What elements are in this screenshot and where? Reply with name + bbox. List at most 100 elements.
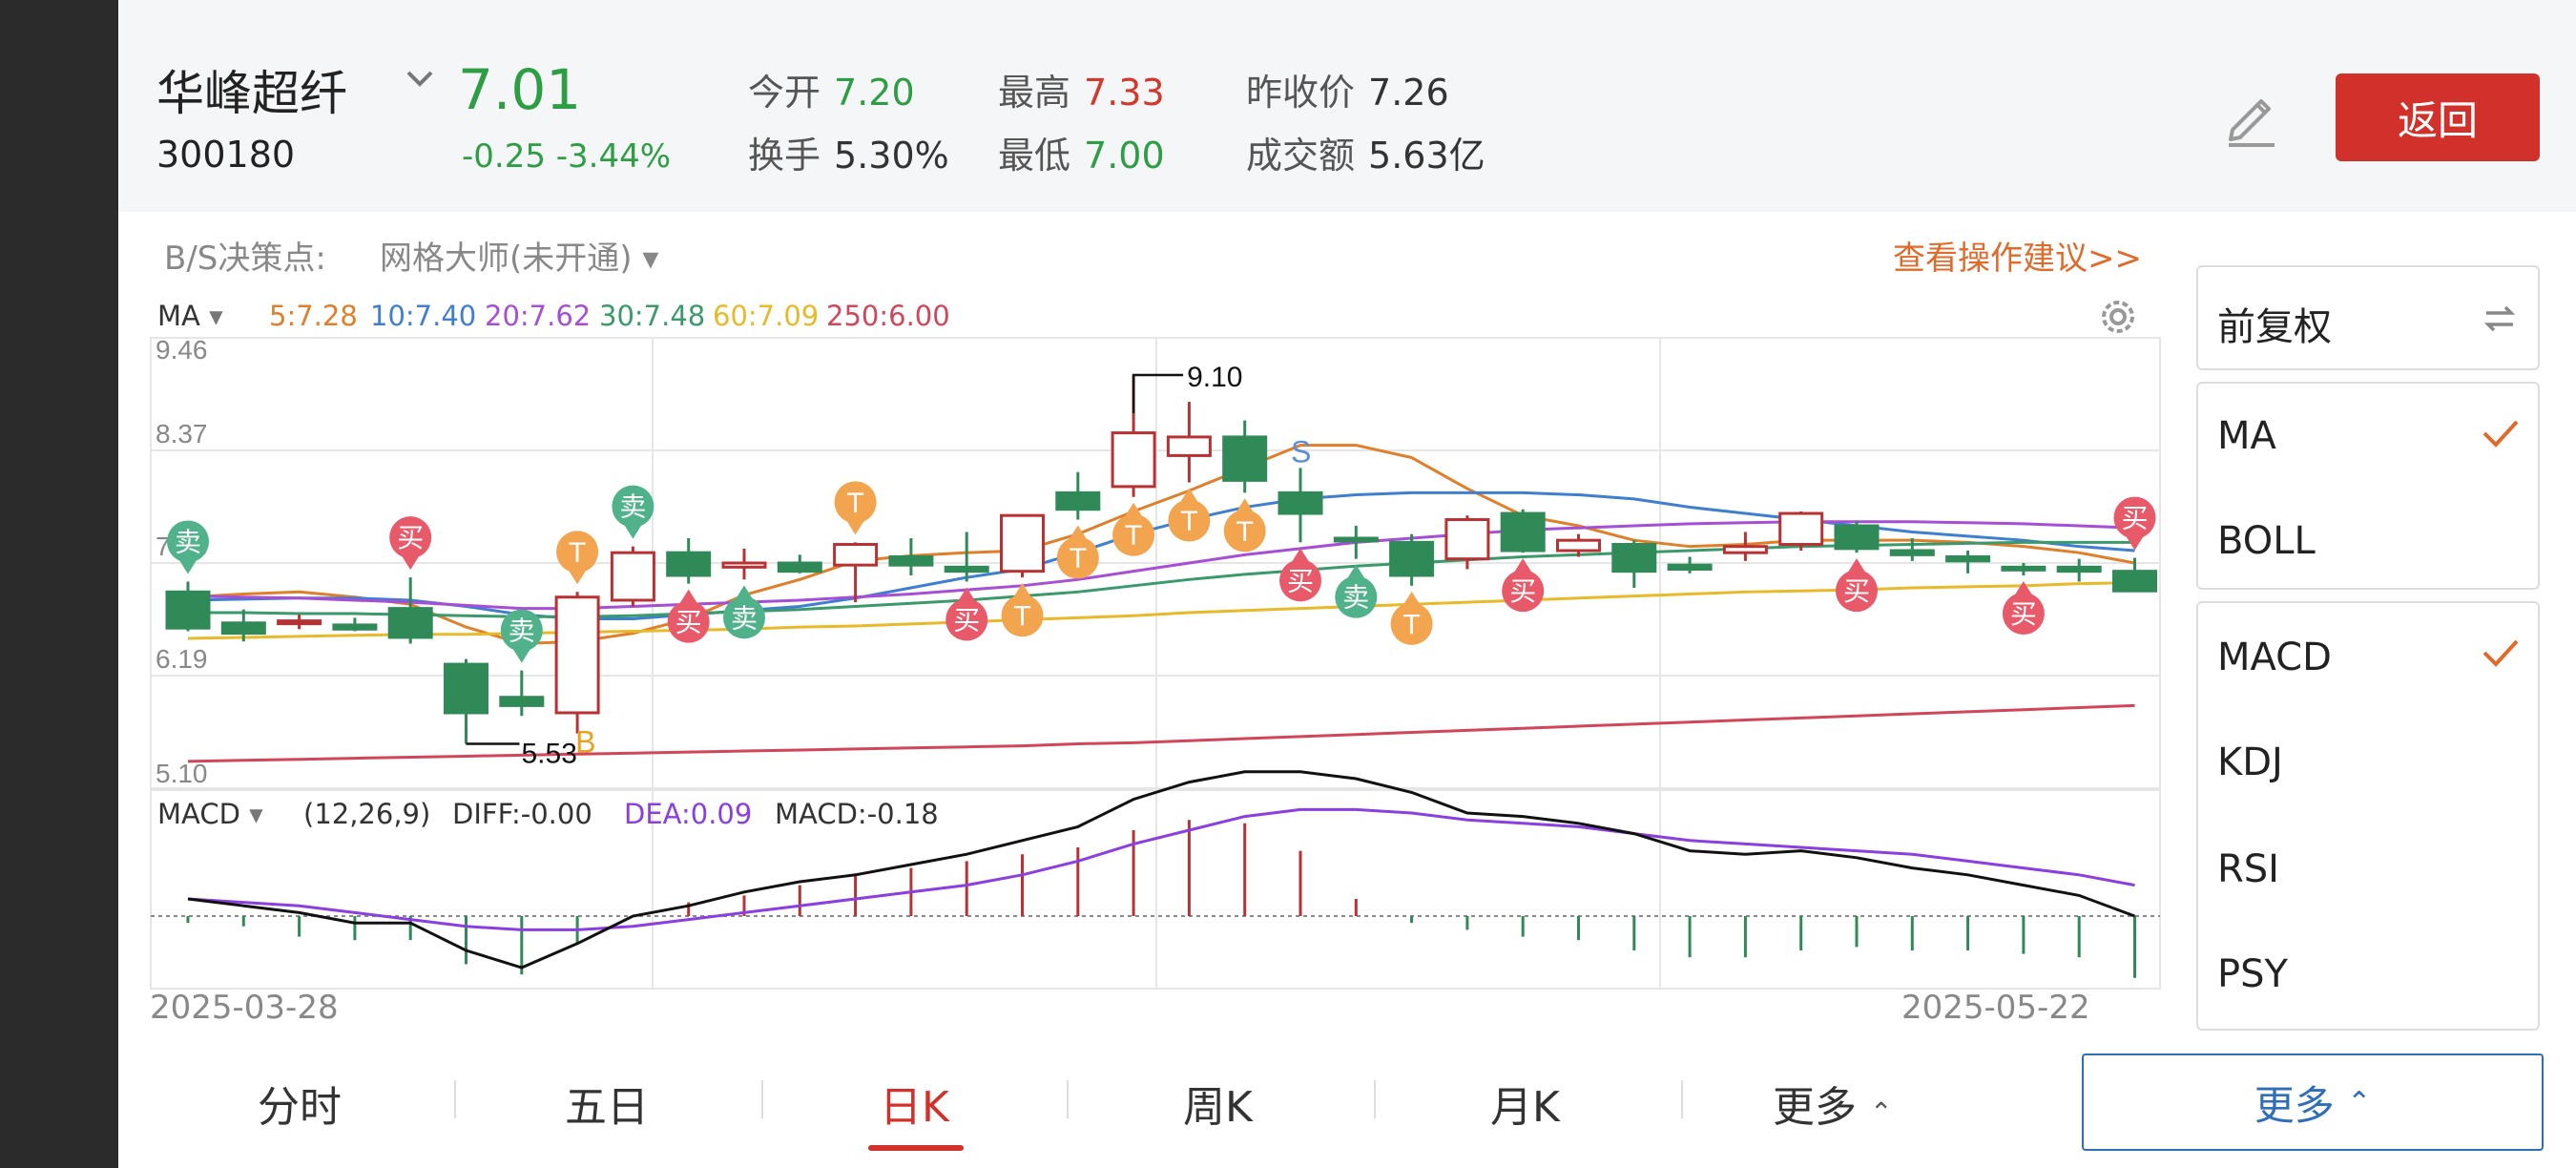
signal-badge-tip bbox=[401, 554, 421, 571]
high-annotation-line bbox=[1132, 373, 1184, 413]
y-tick-label: 5.10 bbox=[156, 759, 208, 788]
candle-body bbox=[1055, 490, 1101, 511]
signal-badge-tip bbox=[735, 585, 754, 601]
tab-intraday[interactable]: 分时 bbox=[258, 1083, 342, 1132]
signal-badge-buy: 买 bbox=[1502, 558, 1545, 613]
grid-master-select[interactable]: 网格大师(未开通) ▾ bbox=[380, 240, 659, 278]
swap-icon[interactable] bbox=[2479, 298, 2521, 340]
signal-badge-tip bbox=[1402, 591, 1422, 607]
candle-body bbox=[1278, 490, 1323, 515]
macd-selector[interactable]: MACD ▾ bbox=[157, 798, 263, 830]
candle-body bbox=[1000, 513, 1045, 574]
candle-body bbox=[666, 551, 712, 577]
advice-link[interactable]: 查看操作建议>> bbox=[1893, 240, 2142, 278]
y-tick-label: 8.37 bbox=[156, 419, 208, 448]
macd-dea: DEA:0.09 bbox=[624, 798, 753, 830]
signal-badge-label: 卖 bbox=[619, 491, 646, 523]
candle-body bbox=[1945, 555, 1991, 563]
candle-body bbox=[1444, 518, 1490, 561]
signal-badge-tip bbox=[623, 523, 643, 539]
candle-body bbox=[387, 607, 433, 639]
indicator-kdj[interactable]: KDJ bbox=[2217, 740, 2283, 784]
signal-badge-label: 买 bbox=[953, 604, 980, 636]
signal-badge-label: 卖 bbox=[731, 602, 758, 634]
low-stat: 最低 7.00 bbox=[998, 135, 1165, 177]
candle-body bbox=[1166, 435, 1212, 457]
gear-icon[interactable] bbox=[2095, 294, 2141, 340]
signal-badge-buy: 买 bbox=[1836, 558, 1878, 613]
candle-body bbox=[277, 619, 322, 626]
adjust-panel[interactable]: 前复权 bbox=[2196, 265, 2540, 370]
signal-badge-t: T bbox=[834, 481, 877, 535]
signal-badge-circle bbox=[1335, 575, 1378, 618]
signal-badge-label: 卖 bbox=[175, 526, 201, 557]
signal-badge-circle bbox=[556, 531, 599, 574]
candle-body bbox=[1611, 543, 1657, 574]
signal-badge-t: T bbox=[1168, 488, 1211, 542]
tab-weekly-k[interactable]: 周K bbox=[1183, 1083, 1253, 1132]
candle-body bbox=[444, 662, 488, 715]
candle-body bbox=[721, 561, 767, 569]
back-button[interactable]: 返回 bbox=[2336, 73, 2540, 161]
indicator-rsi[interactable]: RSI bbox=[2217, 847, 2279, 891]
fq-label[interactable]: 前复权 bbox=[2217, 305, 2332, 349]
signal-badge-tip bbox=[1124, 502, 1144, 518]
dea-line bbox=[187, 807, 2135, 931]
signal-badge-circle bbox=[2113, 496, 2156, 539]
signal-badge-circle bbox=[945, 598, 988, 641]
signal-badge-circle bbox=[667, 600, 710, 643]
tab-daily-k[interactable]: 日K bbox=[880, 1083, 949, 1132]
tab-divider bbox=[1067, 1080, 1069, 1118]
candle-body bbox=[332, 623, 378, 631]
signal-badge-t: T bbox=[1223, 498, 1266, 553]
indicator-ma[interactable]: MA bbox=[2217, 414, 2276, 458]
ma-selector[interactable]: MA ▾ bbox=[157, 300, 223, 332]
candle-body bbox=[1667, 563, 1713, 571]
signal-badge-sell: 卖 bbox=[1335, 564, 1378, 618]
chevron-down-icon[interactable] bbox=[401, 59, 439, 97]
ma5-legend: 5:7.28 bbox=[269, 300, 358, 332]
signal-badge-circle bbox=[1223, 510, 1266, 553]
tab-more[interactable]: 更多 ⌃ bbox=[1773, 1083, 1893, 1132]
signal-badge-tip bbox=[1847, 558, 1866, 574]
candle-body bbox=[1333, 536, 1379, 543]
signal-badge-label: 买 bbox=[397, 522, 424, 553]
indicator-boll[interactable]: BOLL bbox=[2217, 519, 2316, 563]
indicator-macd[interactable]: MACD bbox=[2217, 636, 2332, 679]
signal-badge-circle bbox=[167, 520, 209, 563]
tab-monthly-k[interactable]: 月K bbox=[1490, 1083, 1560, 1132]
signal-badge-tip bbox=[568, 569, 588, 585]
signal-badge-t: T bbox=[1056, 525, 1099, 579]
ma250-line bbox=[187, 703, 2135, 763]
signal-badge-t: T bbox=[556, 531, 599, 585]
signal-badge-buy: 买 bbox=[1279, 548, 1321, 602]
signal-badge-circle bbox=[1001, 594, 1044, 637]
ma10-legend: 10:7.40 bbox=[370, 300, 477, 332]
signal-badge-circle bbox=[2002, 592, 2045, 635]
signal-badge-tip bbox=[1346, 564, 1366, 580]
signal-badge-t: T bbox=[1001, 583, 1044, 637]
chevron-up-icon: ⌃ bbox=[1870, 1096, 1893, 1128]
caret-down-icon: ▾ bbox=[249, 798, 263, 830]
candle-body bbox=[1222, 435, 1268, 482]
checkmark-icon bbox=[2483, 420, 2519, 448]
signal-badge-label: T bbox=[1013, 600, 1031, 632]
more-button[interactable]: 更多 ⌃ bbox=[2082, 1053, 2544, 1151]
signal-badge-label: 买 bbox=[2121, 503, 2148, 534]
candle-body bbox=[1500, 511, 1546, 553]
signal-badge-label: T bbox=[846, 487, 864, 518]
signal-badge-sell: 卖 bbox=[723, 585, 765, 639]
pencil-icon[interactable] bbox=[2223, 86, 2280, 147]
signal-badge-circle bbox=[389, 516, 432, 559]
signal-badge-tip bbox=[1235, 498, 1255, 514]
signal-badge-label: 卖 bbox=[1342, 582, 1369, 614]
signal-badge-label: T bbox=[1236, 515, 1254, 547]
y-tick-label: 9.46 bbox=[156, 335, 208, 365]
end-date-label: 2025-05-22 bbox=[1901, 989, 2090, 1027]
signal-badge-circle bbox=[834, 481, 877, 524]
signal-badge-label: 买 bbox=[1509, 575, 1536, 607]
indicator-psy[interactable]: PSY bbox=[2217, 952, 2288, 996]
diff-line bbox=[187, 770, 2136, 970]
tab-five-day[interactable]: 五日 bbox=[565, 1083, 649, 1132]
